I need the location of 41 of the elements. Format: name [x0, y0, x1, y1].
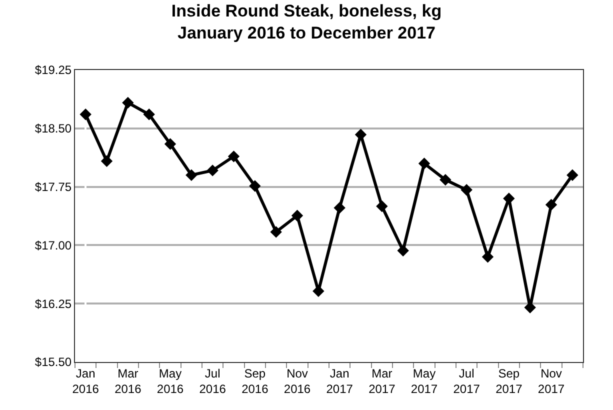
- x-tick-label: May 2017: [410, 366, 438, 396]
- point: [545, 198, 558, 211]
- point: [80, 108, 92, 120]
- x-tick-label: Nov 2017: [538, 366, 565, 396]
- y-tick-label: $17.00: [34, 238, 72, 252]
- point: [440, 174, 452, 186]
- point: [418, 158, 430, 170]
- x-tick-label: Jul 2017: [453, 366, 480, 396]
- x-tick-label: Mar 2016: [114, 366, 142, 396]
- point: [354, 128, 367, 140]
- chart-title: Inside Round Steak, boneless, kg January 2016 to December 2017: [171, 1, 442, 42]
- y-tick-label: $17.75: [34, 180, 72, 194]
- point: [376, 200, 388, 212]
- point: [291, 210, 304, 222]
- point: [334, 202, 346, 214]
- point: [122, 96, 134, 109]
- x-tick-label: Nov 2016: [284, 366, 311, 396]
- point: [482, 251, 494, 263]
- y-tick-label: $19.25: [34, 63, 72, 78]
- x-tick-label: Jul 2016: [199, 366, 226, 396]
- point: [100, 155, 113, 167]
- y-tick-label: $16.25: [34, 296, 72, 311]
- x-tick-label: Jan 2016: [72, 366, 100, 396]
- point: [566, 169, 578, 181]
- x-tick-label: Sep 2016: [242, 366, 269, 396]
- point: [249, 180, 261, 192]
- point: [397, 244, 409, 256]
- point: [270, 226, 282, 238]
- point: [143, 108, 155, 120]
- x-tick-label: Mar 2017: [368, 366, 396, 396]
- point: [228, 150, 240, 162]
- point: [186, 169, 198, 181]
- x-tick-label: Jan 2017: [326, 366, 354, 396]
- point: [312, 285, 324, 297]
- y-tick-label: $15.50: [34, 355, 72, 370]
- x-tick-label: Sep 2017: [496, 366, 523, 396]
- point: [164, 138, 176, 150]
- y-tick-label: $18.50: [34, 122, 72, 136]
- x-tick-label: May 2016: [156, 366, 184, 396]
- point: [206, 164, 218, 176]
- point: [460, 184, 472, 196]
